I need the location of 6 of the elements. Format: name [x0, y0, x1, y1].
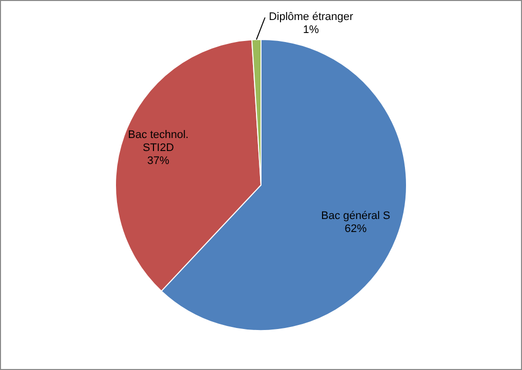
data-label: 1%: [303, 24, 320, 36]
data-label: 37%: [147, 155, 170, 168]
slice-label: Diplôme étranger: [268, 11, 354, 24]
data-label: 62%: [344, 223, 367, 236]
slice-label: Bac technol. STI2D: [128, 129, 189, 154]
slice-label: Bac général S: [321, 210, 390, 222]
